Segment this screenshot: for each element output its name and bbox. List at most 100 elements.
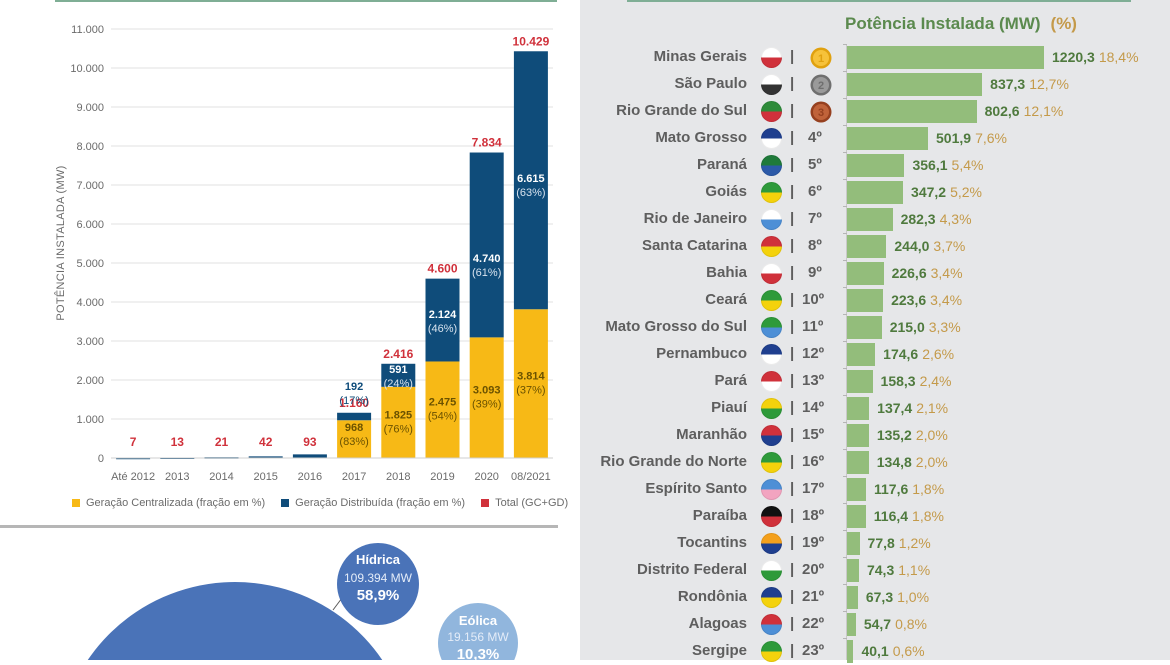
rank-label: 5º — [808, 156, 822, 173]
value-percent: 2,0% — [915, 427, 948, 443]
gc-percent-label: (83%) — [339, 436, 368, 448]
gc-value-label: 3.814 — [517, 371, 545, 383]
bar-gc — [513, 309, 548, 458]
axis-tick — [843, 152, 847, 153]
state-name: Pará — [714, 372, 747, 389]
flag-sp-icon — [761, 74, 782, 95]
panel-divider — [0, 525, 558, 528]
axis-tick — [843, 449, 847, 450]
flag-go-icon — [761, 182, 782, 203]
value-mw: 802,6 — [984, 103, 1020, 119]
bar-gd — [513, 51, 548, 310]
ranking-value: 223,6 3,4% — [891, 292, 962, 308]
rank-separator: | — [790, 426, 795, 443]
ranking-value: 347,2 5,2% — [911, 184, 982, 200]
bar-gd — [469, 152, 504, 338]
x-tick-label: 2013 — [165, 471, 189, 483]
flag-pe-icon — [761, 344, 782, 365]
state-name: Rio de Janeiro — [643, 210, 747, 227]
gd-value-label: 4.740 — [473, 253, 501, 265]
y-tick-label: 1.000 — [76, 414, 104, 426]
total-label: 21 — [215, 435, 229, 449]
ranking-row: Rio de Janeiro | 7º 282,3 4,3% — [580, 206, 1170, 233]
stacked-bar-chart: 0 1.000 2.000 3.000 4.000 5.000 6.000 7.000 8.00… — [54, 24, 553, 483]
state-name: Espírito Santo — [645, 480, 747, 497]
gd-percent-label: (17%) — [339, 395, 368, 407]
value-mw: 77,8 — [867, 535, 895, 551]
axis-tick — [843, 503, 847, 504]
ranking-bar — [847, 478, 866, 501]
axis-tick — [843, 44, 847, 45]
gc-value-label: 3.093 — [473, 385, 501, 397]
bubble-hidrica — [337, 543, 419, 625]
flag-mt-icon — [761, 128, 782, 149]
flag-ma-icon — [761, 425, 782, 446]
ranking-row: Goiás | 6º 347,2 5,2% — [580, 179, 1170, 206]
state-name: Santa Catarina — [641, 237, 747, 254]
total-label: 42 — [259, 435, 273, 449]
ranking-value: 282,3 4,3% — [901, 211, 972, 227]
gc-value-label: 2.475 — [429, 397, 457, 409]
axis-tick — [843, 287, 847, 288]
rank-separator: | — [790, 642, 795, 659]
flag-pb-icon — [761, 506, 782, 527]
state-name: Pernambuco — [656, 345, 747, 362]
state-name: Bahia — [706, 264, 747, 281]
ranking-bar — [847, 343, 876, 366]
ranking-row: Paraíba | 18º 116,4 1,8% — [580, 503, 1170, 530]
ranking-value: 802,6 12,1% — [985, 103, 1064, 119]
silver-medal-icon: 2 — [810, 74, 832, 96]
ranking-row: Maranhão | 15º 135,2 2,0% — [580, 422, 1170, 449]
value-percent: 2,4% — [919, 373, 952, 389]
slice-percent-label: 10,3% — [457, 646, 500, 660]
rank-label: 16º — [802, 453, 825, 470]
flag-ms-icon — [761, 317, 782, 338]
value-mw: 223,6 — [891, 292, 927, 308]
axis-tick — [843, 611, 847, 612]
value-percent: 5,2% — [950, 184, 983, 200]
rank-separator: | — [790, 264, 795, 281]
flag-df-icon — [761, 560, 782, 581]
rank-label: 18º — [802, 507, 825, 524]
value-percent: 1,2% — [898, 535, 931, 551]
axis-tick — [843, 341, 847, 342]
ranking-value: 74,3 1,1% — [867, 562, 930, 578]
axis-tick — [843, 530, 847, 531]
ranking-bar — [847, 289, 884, 312]
state-name: Paraíba — [692, 507, 747, 524]
value-percent: 4,3% — [939, 211, 972, 227]
rank-separator: | — [790, 345, 795, 362]
x-tick-label: 2018 — [386, 471, 410, 483]
bar-gd — [381, 363, 416, 387]
legend-label: Geração Centralizada (fração em %) — [86, 497, 266, 509]
rank-separator: | — [790, 237, 795, 254]
ranking-row: Espírito Santo | 17º 117,6 1,8% — [580, 476, 1170, 503]
rank-label: 15º — [802, 426, 825, 443]
axis-tick — [843, 557, 847, 558]
axis-tick — [843, 638, 847, 639]
ranking-row: Ceará | 10º 223,6 3,4% — [580, 287, 1170, 314]
state-name: Distrito Federal — [636, 561, 747, 578]
ranking-value: 67,3 1,0% — [866, 589, 929, 605]
rank-label: 7º — [808, 210, 822, 227]
flag-pa-icon — [761, 371, 782, 392]
gd-percent-label: (46%) — [428, 323, 457, 335]
total-label: 10.429 — [513, 34, 550, 48]
top-border — [55, 0, 557, 2]
legend-label: Total (GC+GD) — [495, 497, 569, 509]
x-tick-label: 2015 — [253, 471, 277, 483]
value-percent: 3,4% — [930, 265, 963, 281]
axis-tick — [843, 476, 847, 477]
x-tick-label: 2019 — [430, 471, 454, 483]
rank-separator: | — [790, 102, 795, 119]
value-mw: 356,1 — [912, 157, 948, 173]
legend-label: Geração Distribuída (fração em %) — [295, 497, 466, 509]
y-tick-label: 8.000 — [76, 141, 104, 153]
top-border — [627, 0, 1131, 2]
ranking-row: Santa Catarina | 8º 244,0 3,7% — [580, 233, 1170, 260]
value-mw: 74,3 — [866, 562, 895, 578]
rank-separator: | — [790, 156, 795, 173]
gd-value-label: 6.615 — [517, 173, 545, 185]
bar-gc — [337, 420, 372, 458]
state-name: Paraná — [696, 156, 747, 173]
